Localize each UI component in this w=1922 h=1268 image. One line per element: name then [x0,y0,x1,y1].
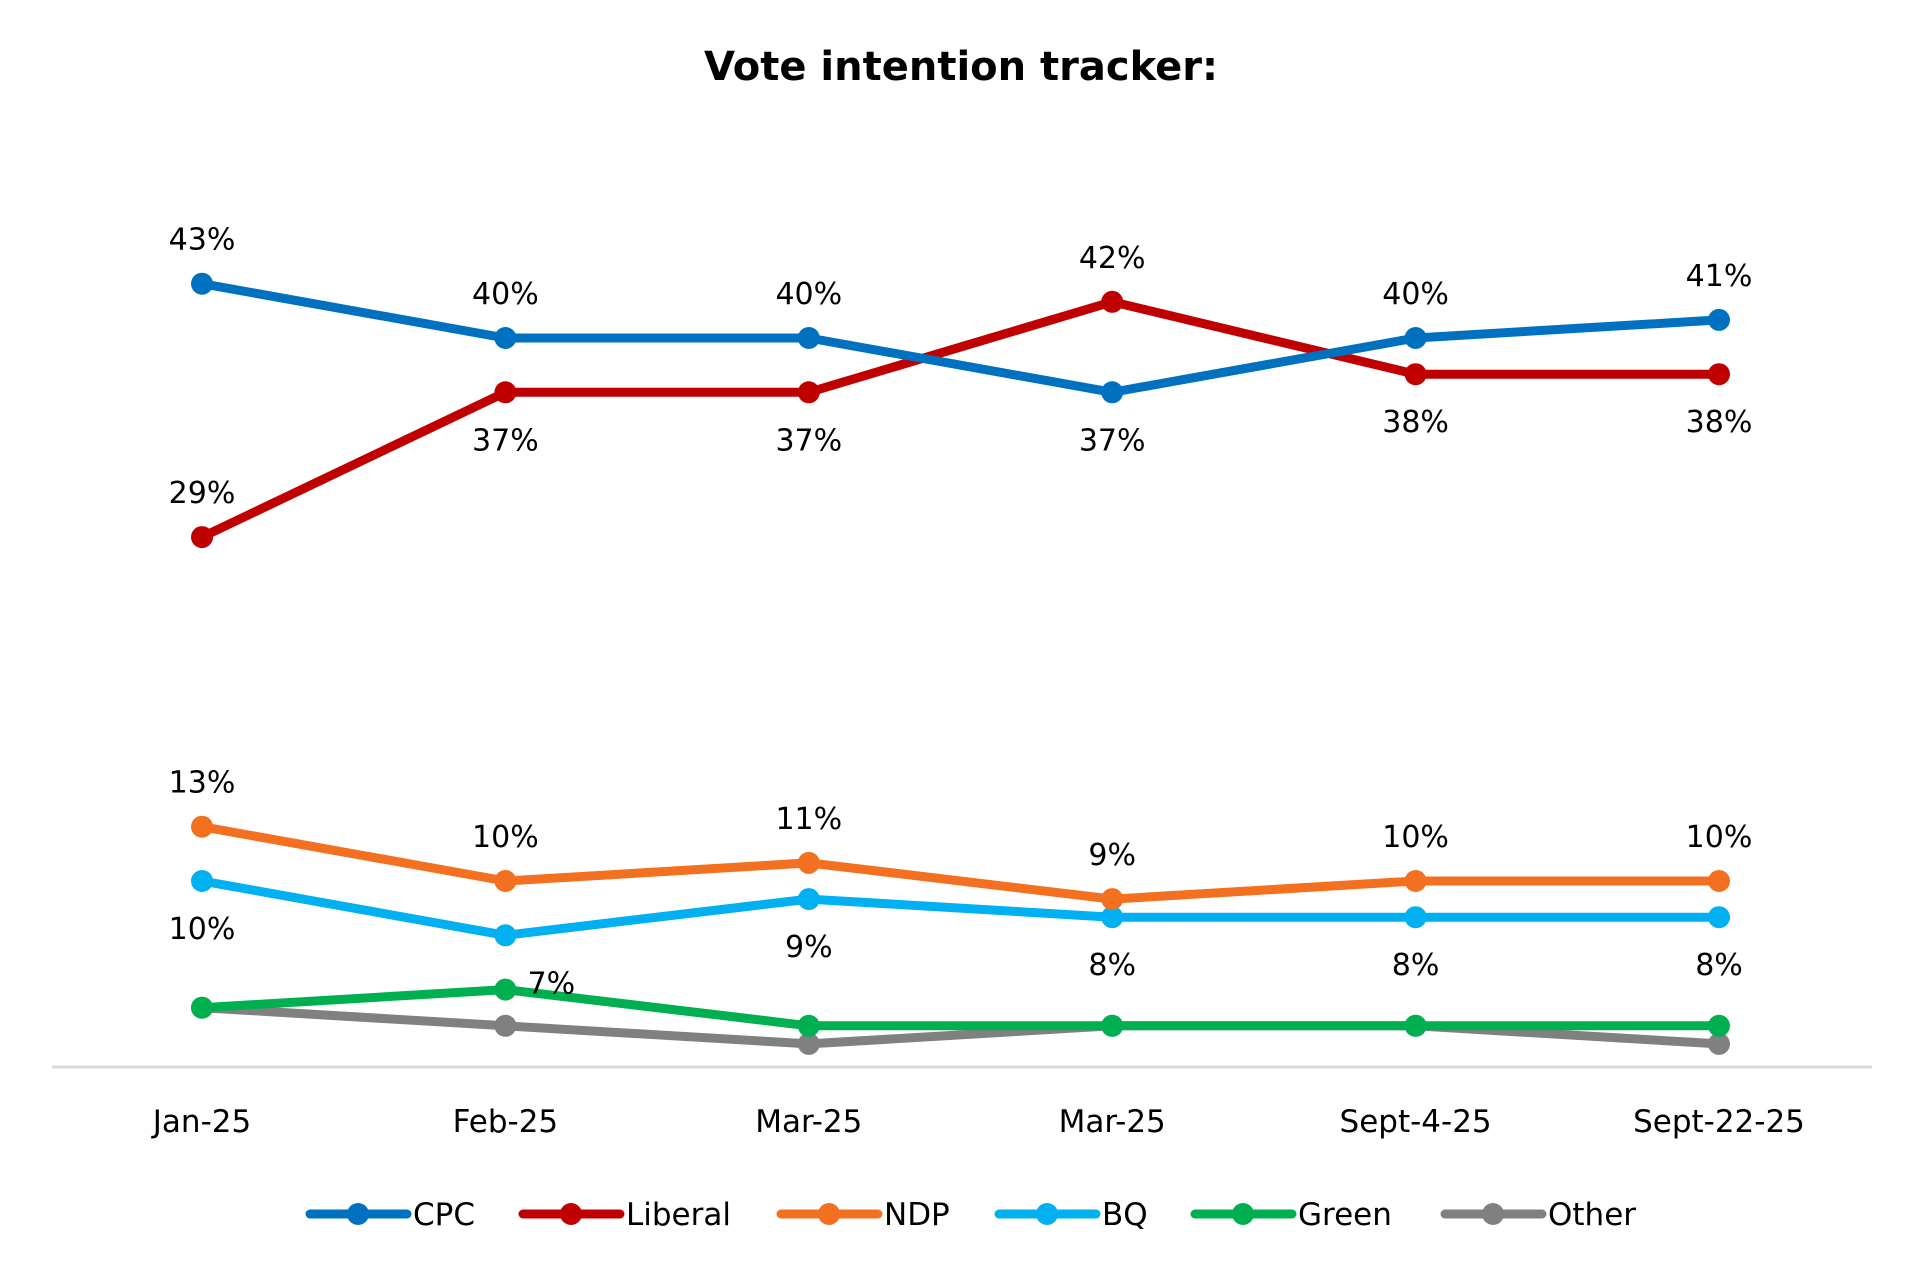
line-liberal [197,297,1724,542]
marker-green-4 [1404,1014,1427,1037]
marker-liberal-0 [191,526,213,549]
marker-other-1 [494,1014,517,1037]
legend-item-ndp: NDP [776,1197,950,1233]
data-label-bq-3: 8% [1088,948,1136,983]
legend-label-ndp: NDP [884,1197,950,1233]
x-tick-label-0: Jan-25 [151,1104,251,1140]
legend-label-cpc: CPC [413,1197,475,1233]
legend-label-bq: BQ [1102,1197,1148,1233]
data-label-bq-4: 8% [1392,948,1440,983]
data-label-layer: 43% 40% 40% 37% 40% 41% 29% 37% 37% 42% 38% 38% 13% 1… [169,223,1753,1002]
data-label-liberal-2: 37% [775,423,842,458]
marker-ndp-2 [797,851,820,874]
data-label-cpc-3: 37% [1079,423,1146,458]
data-label-bq-5: 8% [1695,948,1743,983]
data-label-ndp-0: 13% [169,766,236,801]
series-green [191,978,1730,1037]
marker-liberal-5 [1708,363,1730,386]
legend-label-liberal: Liberal [626,1197,731,1233]
line-green [197,985,1724,1031]
data-label-ndp-2: 11% [775,802,842,837]
data-label-liberal-0: 29% [169,476,236,511]
marker-other-5 [1708,1032,1730,1055]
legend-item-other: Other [1440,1197,1636,1233]
marker-green-3 [1101,1014,1124,1037]
legend-label-green: Green [1298,1197,1392,1233]
marker-cpc-1 [494,327,517,349]
x-tick-label-1: Feb-25 [453,1104,559,1140]
marker-cpc-0 [191,272,213,295]
marker-green-2 [797,1014,820,1037]
marker-bq-1 [494,924,517,947]
x-tick-label-5: Sept-22-25 [1633,1104,1805,1140]
marker-green-5 [1708,1014,1730,1037]
marker-other-2 [797,1032,820,1055]
legend-marker-other [1482,1203,1504,1225]
legend-item-green: Green [1190,1197,1392,1233]
marker-green-1 [494,978,517,1001]
marker-cpc-3 [1101,381,1124,404]
data-label-liberal-1: 37% [472,423,539,458]
legend-marker-bq [1036,1203,1058,1225]
marker-ndp-3 [1101,888,1124,911]
chart-title: Vote intention tracker: [704,44,1218,90]
x-tick-labels: Jan-25 Feb-25 Mar-25 Mar-25 Sept-4-25 Sept-22… [151,1104,1805,1140]
marker-cpc-2 [797,327,820,349]
series-ndp [191,815,1730,911]
marker-bq-5 [1708,906,1730,929]
marker-bq-4 [1404,906,1427,929]
marker-liberal-3 [1101,290,1124,313]
marker-bq-2 [797,888,820,911]
x-tick-label-4: Sept-4-25 [1340,1104,1492,1140]
data-label-bq-0: 10% [169,912,236,947]
data-label-ndp-3: 9% [1088,838,1136,873]
data-label-liberal-5: 38% [1686,405,1753,440]
legend-marker-cpc [347,1203,369,1225]
line-cpc [197,279,1724,397]
data-label-cpc-1: 40% [472,277,539,312]
x-tick-label-3: Mar-25 [1059,1104,1166,1140]
data-label-ndp-5: 10% [1686,820,1753,855]
legend-label-other: Other [1548,1197,1636,1233]
data-label-cpc-2: 40% [775,277,842,312]
marker-bq-0 [191,870,213,892]
data-label-liberal-3: 42% [1079,241,1146,276]
data-label-ndp-4: 10% [1382,820,1449,855]
marker-green-0 [191,996,213,1019]
data-label-cpc-4: 40% [1382,277,1449,312]
series-layer [191,272,1730,1055]
x-tick-label-2: Mar-25 [755,1104,862,1140]
series-cpc [191,272,1730,404]
legend-marker-liberal [560,1203,582,1225]
data-label-ndp-1: 10% [472,820,539,855]
marker-liberal-2 [797,381,820,404]
data-label-liberal-4: 38% [1382,405,1449,440]
line-bq [197,876,1724,940]
line-ndp [197,822,1724,904]
legend-item-bq: BQ [994,1197,1148,1233]
series-bq [191,870,1730,947]
marker-ndp-1 [494,870,517,892]
legend-item-cpc: CPC [305,1197,475,1233]
marker-liberal-4 [1404,363,1427,386]
series-liberal [191,290,1730,549]
legend-item-liberal: Liberal [518,1197,731,1233]
marker-bq-3 [1101,906,1124,929]
data-label-cpc-0: 43% [169,223,236,258]
marker-ndp-4 [1404,870,1427,892]
data-label-bq-2: 9% [785,930,833,965]
data-label-cpc-5: 41% [1686,259,1753,294]
legend-marker-green [1232,1203,1254,1225]
marker-ndp-0 [191,815,213,838]
marker-cpc-5 [1708,308,1730,331]
legend: CPC Liberal NDP BQ Green Other [305,1197,1636,1233]
legend-marker-ndp [818,1203,840,1225]
marker-ndp-5 [1708,870,1730,892]
marker-liberal-1 [494,381,517,404]
data-label-bq-1: 7% [528,966,576,1001]
marker-cpc-4 [1404,327,1427,349]
